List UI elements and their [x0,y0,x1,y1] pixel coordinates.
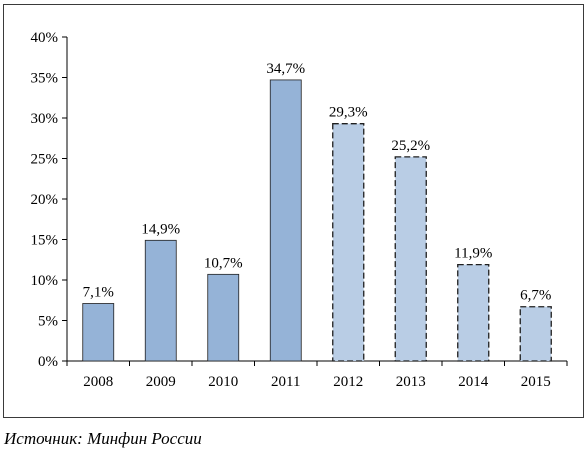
y-tick-label: 25% [31,152,59,168]
y-tick-label: 30% [31,111,59,127]
x-tick-label-2012: 2012 [333,374,363,390]
y-tick-label: 40% [31,30,59,46]
bar-2011 [269,79,302,362]
y-tick-label: 20% [31,192,59,208]
data-label-2011: 34,7% [266,61,305,77]
bar-2009 [144,239,177,362]
data-label-2010: 10,7% [204,255,243,271]
y-tick-label: 0% [38,354,58,370]
source-note: Источник: Минфин России [4,429,202,448]
data-label-2013: 25,2% [391,138,430,154]
data-label-2014: 11,9% [454,246,492,262]
bar-chart: 0% 5% 10% 15% 20% 25% 30% 35% 40% 7,1% 2008 14,9% 20… [31,30,568,390]
y-tick-label: 35% [31,71,59,87]
data-label-2008: 7,1% [83,284,114,300]
y-tick-label: 5% [38,314,58,330]
bar-2012 [332,123,365,362]
x-tick-label-2010: 2010 [208,374,238,390]
x-tick-label-2014: 2014 [458,374,489,390]
x-tick-label-2013: 2013 [396,374,426,390]
bar-2013 [394,156,427,362]
y-tick-label: 15% [31,233,59,249]
data-label-2012: 29,3% [329,105,368,121]
x-tick-label-2011: 2011 [271,374,300,390]
bar-2010 [207,273,240,362]
x-tick-label-2009: 2009 [146,374,176,390]
x-tick-label-2015: 2015 [521,374,551,390]
data-label-2009: 14,9% [141,221,180,237]
bar-2015 [519,306,552,362]
bar-2014 [457,263,490,362]
x-tick-label-2008: 2008 [83,374,113,390]
data-label-2015: 6,7% [520,288,551,304]
y-tick-label: 10% [31,273,59,289]
bar-2008 [82,303,115,362]
